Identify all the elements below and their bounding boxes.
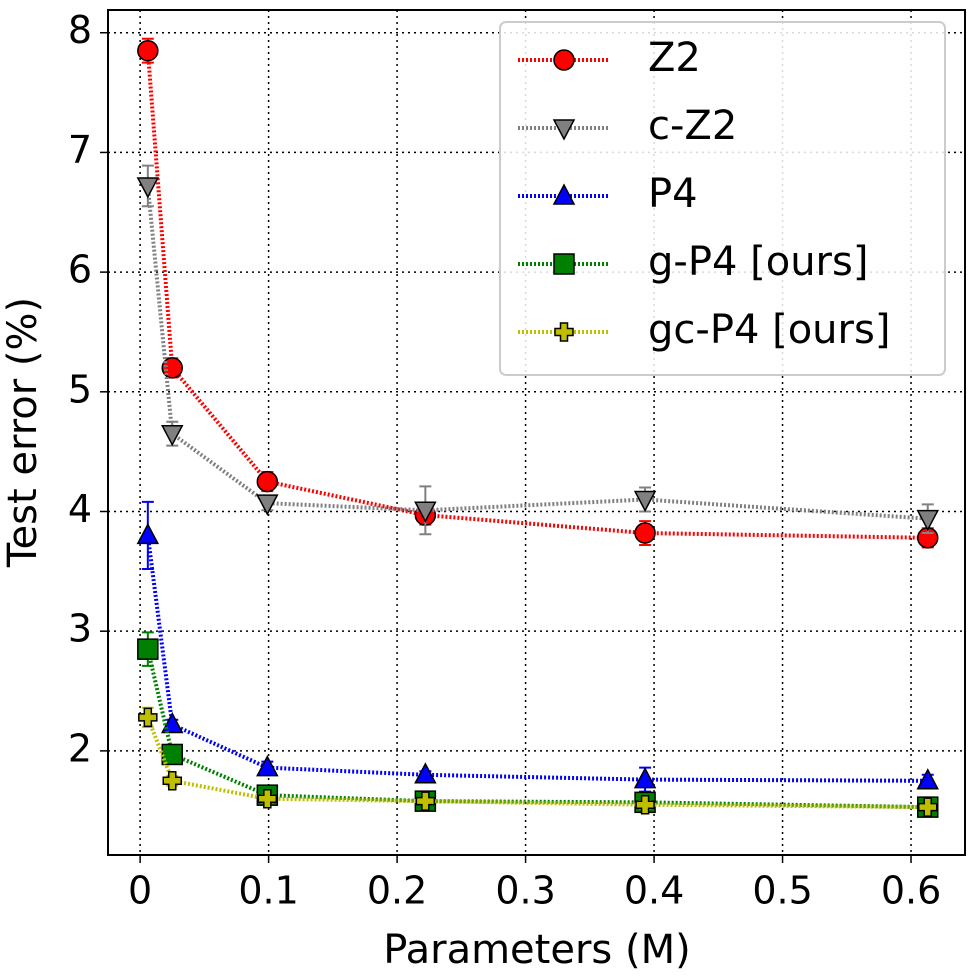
data-point	[256, 755, 279, 777]
data-point	[414, 501, 437, 523]
series	[141, 631, 934, 812]
data-point	[161, 743, 183, 766]
y-tick-label: 2	[68, 726, 92, 770]
series-line	[145, 648, 928, 810]
legend-marker	[552, 119, 576, 141]
legend-label: c-Z2	[648, 103, 737, 149]
legend-label: g-P4 [ours]	[648, 239, 868, 285]
data-point	[256, 470, 279, 493]
x-tick-label: 0.3	[495, 869, 555, 913]
legend-marker	[553, 49, 575, 71]
data-point	[257, 788, 278, 809]
x-tick-label: 0	[128, 869, 152, 913]
x-tick-label: 0.6	[881, 869, 941, 913]
legend-label: Z2	[648, 35, 701, 81]
legend-label: gc-P4 [ours]	[648, 307, 890, 353]
data-point	[635, 794, 655, 815]
data-point	[161, 424, 184, 447]
data-point	[136, 177, 160, 199]
data-point	[415, 791, 436, 811]
series	[141, 500, 934, 793]
data-point	[256, 494, 279, 516]
data-point	[138, 707, 158, 728]
x-axis-label: Parameters (M)	[383, 927, 690, 973]
data-point	[137, 39, 159, 62]
series-line	[145, 716, 928, 810]
series-line	[145, 50, 928, 540]
data-point	[917, 797, 938, 817]
y-tick-label: 3	[68, 607, 92, 651]
data-point	[916, 768, 939, 790]
x-tick-label: 0.5	[752, 869, 812, 913]
data-point	[634, 522, 656, 544]
y-tick-label: 5	[68, 367, 92, 411]
y-tick-label: 6	[68, 248, 92, 292]
x-tick-label: 0.4	[624, 869, 684, 913]
y-tick-label: 7	[68, 128, 92, 172]
x-tick-label: 0.2	[367, 869, 427, 913]
y-tick-label: 8	[68, 8, 92, 52]
y-tick-label: 4	[68, 487, 92, 531]
series-line	[145, 185, 928, 521]
data-point	[162, 771, 182, 791]
data-point	[916, 509, 939, 532]
legend-label: P4	[648, 171, 698, 217]
data-point	[633, 490, 657, 513]
legend-box	[499, 21, 946, 376]
legend-marker	[552, 183, 576, 205]
data-point	[137, 638, 159, 660]
x-tick-label: 0.1	[238, 869, 298, 913]
data-point	[633, 766, 657, 789]
y-axis-label: Test error (%)	[0, 297, 46, 568]
legend-marker	[554, 322, 574, 342]
series-line	[145, 535, 928, 783]
data-point	[136, 522, 160, 545]
legend-marker	[553, 253, 575, 275]
plot-frame	[107, 9, 966, 856]
data-point	[414, 762, 437, 784]
